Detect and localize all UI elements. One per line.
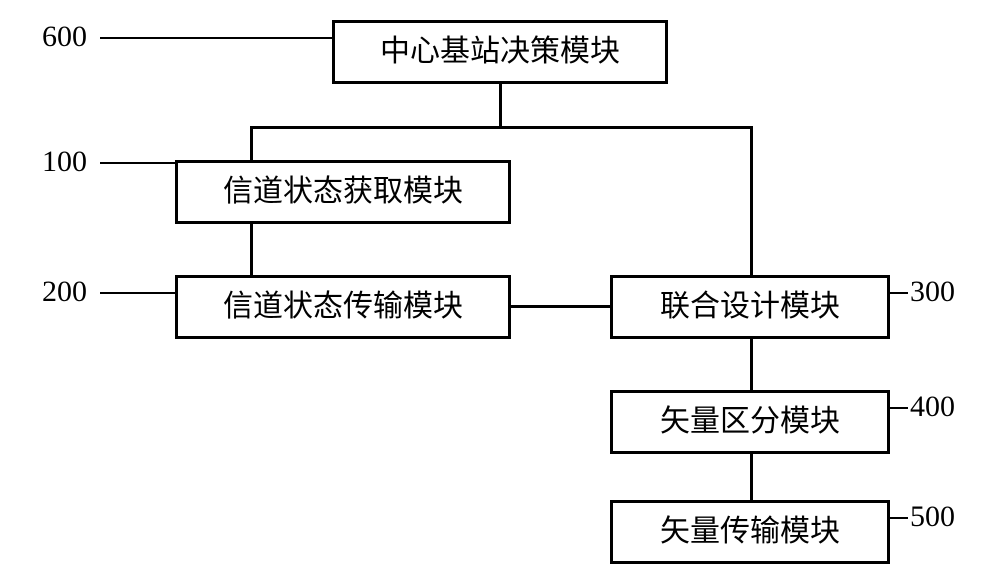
connector-3 <box>750 126 753 275</box>
label-line-300 <box>890 292 908 294</box>
node-300: 联合设计模块 <box>610 275 890 339</box>
node-500-text: 矢量传输模块 <box>660 514 840 550</box>
node-400-text: 矢量区分模块 <box>660 404 840 440</box>
label-line-600 <box>100 37 332 39</box>
label-line-500 <box>890 517 908 519</box>
node-200: 信道状态传输模块 <box>175 275 511 339</box>
node-100-text: 信道状态获取模块 <box>223 174 463 210</box>
connector-6 <box>750 339 753 390</box>
node-500: 矢量传输模块 <box>610 500 890 564</box>
label-200: 200 <box>42 275 87 309</box>
connector-2 <box>250 126 253 160</box>
label-500: 500 <box>910 500 955 534</box>
label-300: 300 <box>910 275 955 309</box>
node-600: 中心基站决策模块 <box>332 20 668 84</box>
node-200-text: 信道状态传输模块 <box>223 289 463 325</box>
label-100: 100 <box>42 145 87 179</box>
node-600-text: 中心基站决策模块 <box>380 34 620 70</box>
connector-7 <box>750 454 753 500</box>
connector-4 <box>250 224 253 275</box>
label-line-400 <box>890 407 908 409</box>
node-100: 信道状态获取模块 <box>175 160 511 224</box>
node-300-text: 联合设计模块 <box>660 289 840 325</box>
connector-5 <box>511 305 610 308</box>
connector-0 <box>499 84 502 126</box>
label-600: 600 <box>42 20 87 54</box>
label-line-200 <box>100 292 175 294</box>
node-400: 矢量区分模块 <box>610 390 890 454</box>
label-line-100 <box>100 162 175 164</box>
label-400: 400 <box>910 390 955 424</box>
connector-1 <box>250 126 753 129</box>
